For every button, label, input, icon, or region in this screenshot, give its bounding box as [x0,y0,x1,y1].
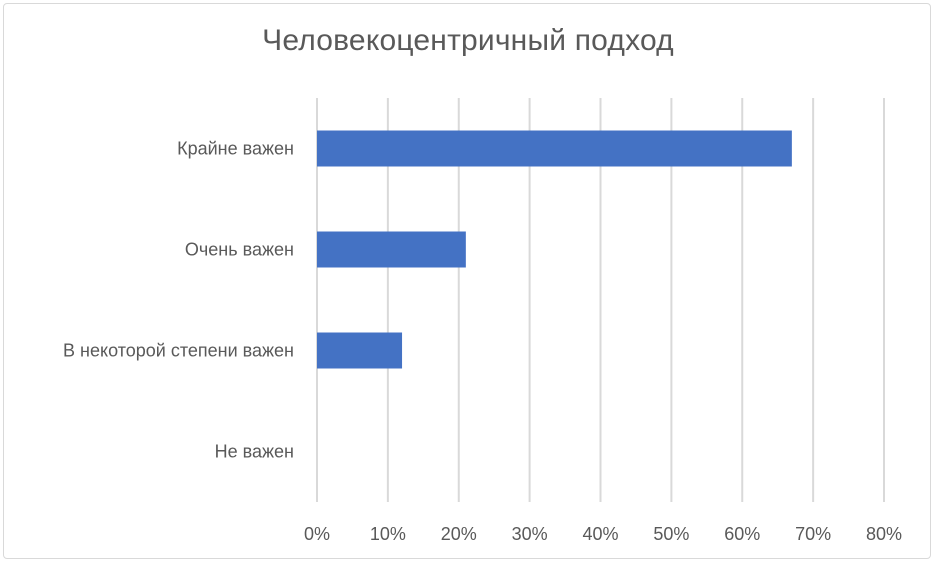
x-tick-label: 80% [866,524,902,544]
chart-title: Человекоцентричный подход [262,24,674,57]
x-tick-label: 0% [304,524,330,544]
x-tick-label: 20% [441,524,477,544]
bar [317,130,792,167]
x-tick-label: 10% [370,524,406,544]
x-tick-label: 50% [653,524,689,544]
bar [317,231,466,268]
category-label: Не важен [215,442,294,462]
x-tick-label: 60% [724,524,760,544]
category-label: Крайне важен [177,139,294,159]
bar [317,332,403,369]
x-tick-label: 70% [795,524,831,544]
x-tick-labels: 0% 10% 20% 30% 40% 50% 60% 70% 80% [304,524,902,544]
category-label: В некоторой степени важен [63,341,294,361]
x-tick-label: 30% [512,524,548,544]
category-label: Очень важен [185,240,294,260]
bars [317,130,792,369]
category-labels: Крайне важен Очень важен В некоторой степе… [63,139,294,462]
chart-frame [3,3,931,559]
x-tick-label: 40% [582,524,618,544]
